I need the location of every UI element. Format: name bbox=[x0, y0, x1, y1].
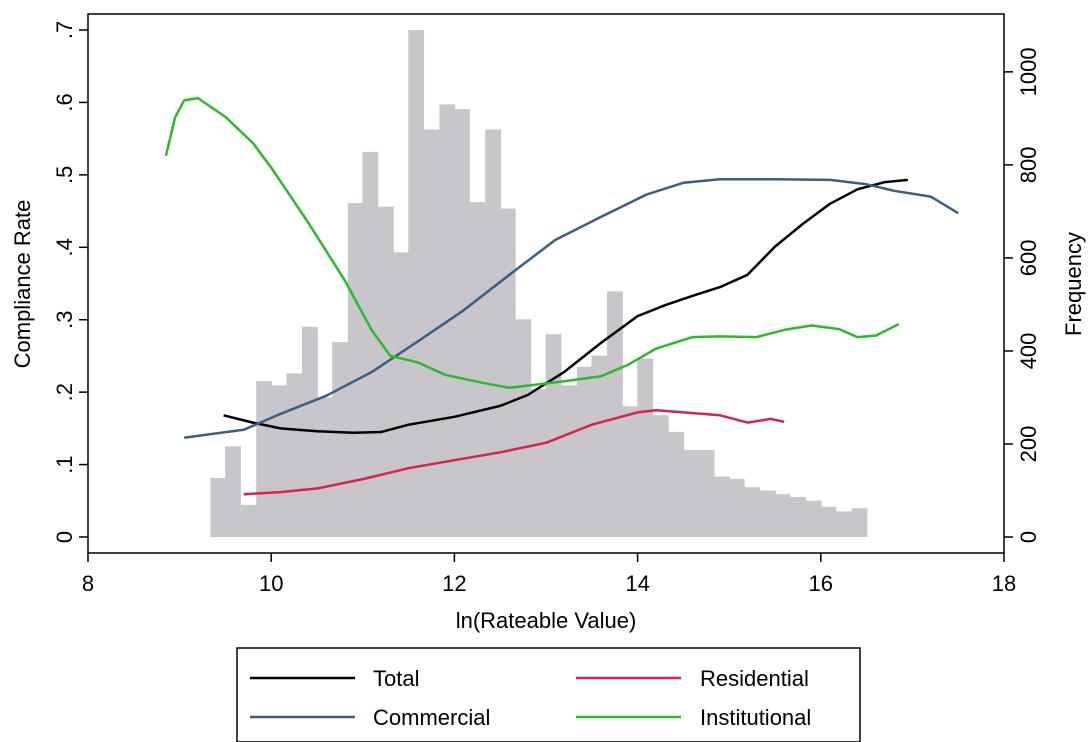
y-tick-label: .1 bbox=[52, 455, 77, 473]
x-tick-label: 10 bbox=[259, 571, 283, 596]
x-tick-label: 8 bbox=[82, 571, 94, 596]
histogram-bar bbox=[485, 129, 502, 538]
legend-box bbox=[236, 647, 861, 742]
histogram-bar bbox=[714, 476, 731, 537]
histogram-bar bbox=[790, 496, 807, 537]
series-line-institutional bbox=[164, 96, 900, 390]
x-tick-label: 18 bbox=[992, 571, 1016, 596]
x-axis-title: ln(Rateable Value) bbox=[456, 608, 637, 633]
legend-label-total: Total bbox=[373, 666, 419, 691]
histogram-bar bbox=[545, 334, 562, 537]
histogram-bar bbox=[531, 389, 547, 537]
histogram-bar bbox=[469, 202, 486, 537]
histogram-bar bbox=[454, 109, 470, 537]
y-tick-label: .4 bbox=[52, 238, 77, 256]
y2-tick-label: 400 bbox=[1016, 333, 1041, 370]
histogram-bar bbox=[362, 151, 379, 537]
histogram-bar bbox=[576, 366, 593, 537]
legend: Total Residential Commercial Institution… bbox=[236, 647, 861, 742]
y2-tick-label: 1000 bbox=[1016, 47, 1041, 96]
histogram-bar bbox=[240, 504, 257, 537]
histogram-bar bbox=[622, 406, 639, 537]
y-axis-title: Compliance Rate bbox=[10, 200, 35, 369]
histogram-bar bbox=[652, 415, 669, 537]
histogram-bar bbox=[607, 291, 623, 537]
histogram-bar bbox=[499, 208, 516, 537]
y-tick-label: .3 bbox=[52, 311, 77, 329]
histogram-bar bbox=[591, 355, 608, 537]
histogram-bar bbox=[515, 319, 532, 537]
y2-tick-label: 800 bbox=[1016, 147, 1041, 184]
axes-layer: 8 10 12 14 16 18 0 .1 .2 .3 .4 .5 .6 .7 0 200 400 600 800 1… bbox=[52, 21, 1041, 596]
histogram-bar bbox=[836, 511, 852, 537]
y2-tick-label: 200 bbox=[1016, 426, 1041, 463]
series-layer bbox=[164, 96, 959, 496]
histogram-bar bbox=[393, 252, 410, 537]
series-line-residential bbox=[243, 409, 785, 496]
histogram-bar bbox=[408, 30, 425, 537]
histogram-bar bbox=[225, 446, 241, 537]
histogram-bar bbox=[728, 478, 745, 537]
legend-label-residential: Residential bbox=[700, 666, 809, 691]
histogram-bar bbox=[637, 358, 654, 537]
histogram-bar bbox=[256, 381, 273, 537]
histogram-bar bbox=[744, 487, 761, 537]
y-tick-label: .5 bbox=[52, 166, 77, 184]
legend-label-commercial: Commercial bbox=[373, 705, 490, 730]
histogram-bar bbox=[332, 342, 349, 537]
series-line-total bbox=[223, 178, 908, 434]
histogram-bar bbox=[774, 494, 791, 537]
histogram-bar bbox=[210, 477, 227, 537]
y-tick-label: .7 bbox=[52, 21, 77, 39]
histogram-bar bbox=[668, 431, 685, 537]
histogram-bar bbox=[820, 506, 837, 537]
y-tick-label: .2 bbox=[52, 383, 77, 401]
histogram-bar bbox=[805, 500, 822, 537]
histogram-bar bbox=[286, 373, 303, 537]
y-tick-label: .6 bbox=[52, 93, 77, 111]
histogram-bar bbox=[316, 397, 333, 537]
histogram-bar bbox=[561, 385, 578, 537]
histogram-bar bbox=[683, 450, 699, 537]
histogram-layer bbox=[210, 30, 868, 538]
plot-frame bbox=[87, 13, 1005, 554]
histogram-bar bbox=[347, 203, 364, 537]
legend-label-institutional: Institutional bbox=[700, 705, 811, 730]
histogram-bar bbox=[698, 450, 715, 537]
x-tick-label: 16 bbox=[809, 571, 833, 596]
x-tick-label: 14 bbox=[625, 571, 649, 596]
histogram-bar bbox=[378, 206, 394, 537]
y2-tick-label: 600 bbox=[1016, 240, 1041, 277]
x-tick-label: 12 bbox=[442, 571, 466, 596]
series-line-commercial bbox=[184, 177, 959, 440]
y-tick-label: 0 bbox=[52, 531, 77, 543]
histogram-bar bbox=[270, 385, 287, 537]
y2-tick-label: 0 bbox=[1016, 531, 1041, 543]
histogram-bar bbox=[851, 508, 868, 537]
y2-axis-title: Frequency bbox=[1061, 232, 1086, 336]
histogram-bar bbox=[760, 490, 776, 537]
